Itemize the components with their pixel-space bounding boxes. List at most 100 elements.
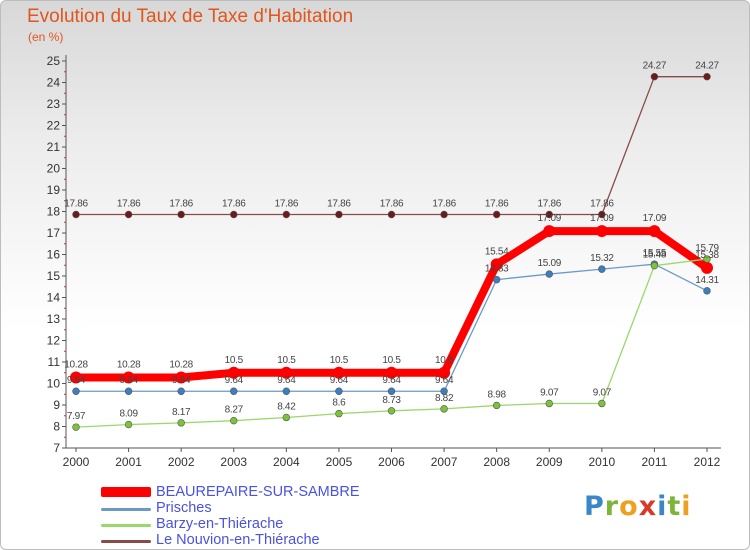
data-label-1: 9.64 (277, 375, 296, 386)
logo-letter: o (619, 491, 639, 522)
y-tick-label: 15 (47, 269, 61, 283)
axes: 7 8 9 10 11 12 13 14 15 16 17 18 19 20 21 22 23 24 25 2000 2… (47, 54, 721, 469)
point-1 (230, 387, 238, 395)
logo-letter: r (604, 491, 620, 522)
data-label-1: 15.32 (590, 253, 614, 264)
legend-label: Le Nouvion-en-Thiérache (156, 532, 320, 548)
data-label-2: 8.6 (332, 398, 346, 409)
point-1 (545, 270, 553, 278)
data-label-1: 9.64 (225, 375, 244, 386)
point-3 (650, 72, 659, 81)
y-tick-label: 25 (47, 54, 61, 68)
point-3 (440, 210, 448, 219)
data-label-0: 17.09 (643, 213, 667, 224)
y-tick-label: 24 (47, 76, 61, 90)
series-points (70, 72, 713, 431)
point-2 (703, 255, 711, 263)
point-1 (440, 387, 448, 395)
proxiti-logo: Proxiti (584, 491, 692, 522)
y-tick-label: 23 (47, 97, 61, 111)
point-0 (332, 366, 345, 379)
y-tick-label: 16 (47, 248, 61, 262)
point-2 (124, 420, 133, 429)
point-3 (387, 210, 396, 219)
data-label-1: 9.64 (382, 375, 401, 386)
legend-swatch (101, 540, 151, 543)
y-tick-label: 12 (47, 334, 61, 348)
data-label-3: 17.86 (117, 199, 141, 210)
x-tick-label: 2001 (115, 455, 142, 469)
data-label-0: 17.09 (590, 213, 614, 224)
y-tick-label: 17 (47, 226, 61, 240)
point-1 (124, 387, 133, 395)
data-label-3: 17.86 (275, 199, 299, 210)
data-label-1: 9.64 (172, 375, 191, 386)
point-2 (282, 413, 291, 422)
data-label-1: 15.55 (643, 248, 667, 259)
data-label-0: 10.28 (64, 359, 88, 370)
data-label-1: 9.64 (119, 375, 138, 386)
series-labels: 10.28 10.28 10.28 10.5 10.5 10.5 10.5 10.5 15.54… (64, 61, 720, 422)
data-label-0: 10.5 (330, 355, 349, 366)
point-0 (595, 225, 608, 238)
data-label-2: 8.09 (119, 409, 138, 420)
y-tick-label: 19 (47, 183, 61, 197)
x-tick-label: 2003 (220, 455, 247, 469)
legend-swatch (101, 487, 151, 497)
x-tick-label: 2006 (378, 455, 405, 469)
data-label-3: 17.86 (222, 199, 246, 210)
data-label-0: 10.5 (277, 355, 296, 366)
point-3 (335, 210, 343, 219)
x-tick-label: 2008 (483, 455, 510, 469)
x-tick-label: 2007 (431, 455, 458, 469)
y-tick-label: 10 (47, 377, 61, 391)
data-label-2: 9.07 (540, 387, 559, 398)
data-label-0: 10.28 (169, 359, 193, 370)
point-1 (387, 387, 396, 395)
series-line-3 (75, 76, 708, 216)
data-label-3: 17.86 (432, 199, 456, 210)
data-label-3: 24.27 (643, 61, 667, 72)
logo-letter: t (667, 491, 682, 522)
logo-letter: i (681, 491, 692, 522)
data-label-0: 10.5 (225, 355, 244, 366)
y-tick-label: 11 (48, 355, 61, 369)
point-2 (598, 399, 606, 408)
y-tick-label: 14 (47, 291, 61, 305)
data-label-0: 10.28 (117, 359, 141, 370)
x-tick-label: 2004 (273, 455, 300, 469)
legend-swatch (101, 508, 151, 511)
y-tick-label: 7 (53, 441, 60, 455)
point-0 (438, 366, 451, 379)
y-tick-label: 8 (53, 420, 60, 434)
point-2 (335, 409, 343, 418)
point-0 (648, 225, 661, 238)
point-1 (492, 275, 501, 284)
point-0 (385, 366, 398, 379)
point-2 (230, 416, 238, 425)
data-label-3: 24.27 (695, 61, 719, 72)
legend-label: Barzy-en-Thiérache (156, 516, 284, 532)
data-label-2: 15.79 (695, 243, 719, 254)
point-2 (387, 407, 396, 415)
point-1 (598, 265, 606, 273)
data-label-3: 17.86 (485, 199, 509, 210)
data-label-2: 8.73 (382, 395, 401, 406)
point-1 (335, 387, 343, 395)
point-3 (230, 210, 238, 219)
point-3 (282, 210, 291, 219)
x-tick-label: 2010 (588, 455, 615, 469)
data-label-1: 9.64 (67, 375, 86, 386)
x-tick-label: 2012 (694, 455, 721, 469)
y-tick-label: 13 (47, 312, 61, 326)
point-0 (70, 371, 82, 384)
point-3 (598, 210, 606, 219)
x-tick-label: 2000 (63, 455, 90, 469)
data-label-0: 15.54 (485, 246, 509, 257)
y-tick-label: 20 (47, 162, 61, 176)
data-label-3: 17.86 (327, 199, 351, 210)
logo-letter: x (638, 491, 658, 522)
point-2 (545, 399, 553, 408)
